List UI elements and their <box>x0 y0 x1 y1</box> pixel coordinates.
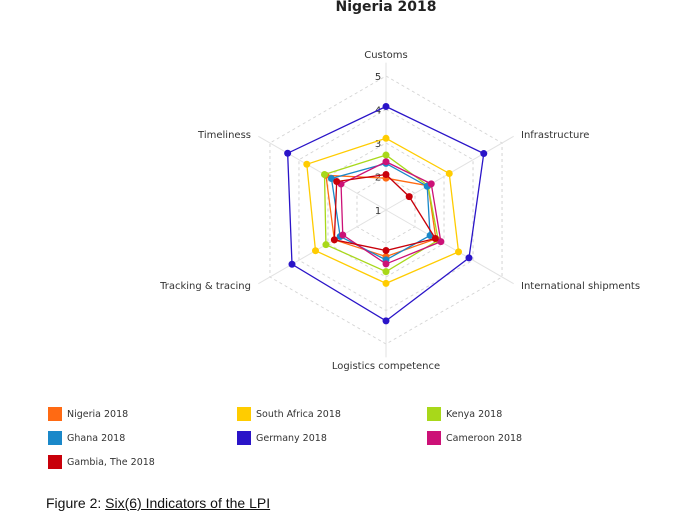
data-point[interactable] <box>382 317 390 325</box>
legend-label: South Africa 2018 <box>256 408 341 420</box>
caption-text: Six(6) Indicators of the LPI <box>105 495 271 511</box>
data-point[interactable] <box>339 231 347 239</box>
axis-label: Timeliness <box>197 130 251 141</box>
data-point[interactable] <box>382 260 390 268</box>
data-point[interactable] <box>465 254 473 262</box>
series-gambia-the-2018[interactable] <box>330 170 439 255</box>
data-point[interactable] <box>322 241 330 249</box>
legend-swatch <box>237 431 251 445</box>
data-point[interactable] <box>480 150 488 158</box>
data-point[interactable] <box>330 236 338 244</box>
data-point[interactable] <box>303 160 311 168</box>
series-cameroon-2018[interactable] <box>337 158 445 268</box>
axis-label: Logistics competence <box>332 361 440 372</box>
legend-label: Ghana 2018 <box>67 432 126 444</box>
axis-spoke <box>258 209 387 285</box>
caption-prefix: Figure 2: <box>46 495 106 511</box>
series-kenya-2018[interactable] <box>320 151 442 276</box>
legend-swatch <box>48 455 62 469</box>
data-point[interactable] <box>445 169 453 177</box>
data-point[interactable] <box>320 170 328 178</box>
legend-label: Nigeria 2018 <box>67 408 129 420</box>
legend-label: Cameroon 2018 <box>446 432 523 444</box>
axis-label: Tracking & tracing <box>159 281 251 292</box>
figure-caption: Figure 2: Six(6) Indicators of the LPI <box>46 495 270 511</box>
data-point[interactable] <box>455 248 463 256</box>
data-point[interactable] <box>405 193 413 201</box>
tick-label: 1 <box>375 206 381 217</box>
axis-spoke <box>385 209 514 285</box>
legend-swatch <box>237 407 251 421</box>
legend-item[interactable]: Nigeria 2018 <box>48 407 128 421</box>
data-point[interactable] <box>382 151 390 159</box>
legend-item[interactable]: Germany 2018 <box>237 431 327 445</box>
tick-label: 3 <box>375 139 381 150</box>
data-point[interactable] <box>382 102 390 110</box>
data-point[interactable] <box>382 268 390 276</box>
series-south-africa-2018[interactable] <box>303 134 463 287</box>
legend-swatch <box>48 407 62 421</box>
data-point[interactable] <box>382 247 390 255</box>
legend-item[interactable]: Gambia, The 2018 <box>48 455 155 469</box>
data-point[interactable] <box>288 260 296 268</box>
data-point[interactable] <box>427 180 435 188</box>
legend-item[interactable]: Ghana 2018 <box>48 431 125 445</box>
data-point[interactable] <box>382 170 390 178</box>
data-point[interactable] <box>382 158 390 166</box>
data-point[interactable] <box>382 279 390 287</box>
legend-label: Germany 2018 <box>256 432 327 444</box>
legend-swatch <box>427 407 441 421</box>
data-point[interactable] <box>284 149 292 157</box>
data-point[interactable] <box>312 247 320 255</box>
tick-label: 5 <box>375 72 381 83</box>
legend-label: Kenya 2018 <box>446 408 503 420</box>
legend-swatch <box>427 431 441 445</box>
series-germany-2018[interactable] <box>284 102 488 325</box>
data-point[interactable] <box>431 234 439 242</box>
legend-label: Gambia, The 2018 <box>67 456 155 468</box>
chart-title: Nigeria 2018 <box>335 0 436 15</box>
legend-item[interactable]: South Africa 2018 <box>237 407 341 421</box>
data-point[interactable] <box>327 175 335 183</box>
legend-swatch <box>48 431 62 445</box>
legend-item[interactable]: Kenya 2018 <box>427 407 502 421</box>
axis-label: Customs <box>364 50 408 61</box>
data-point[interactable] <box>333 178 341 186</box>
legend-item[interactable]: Cameroon 2018 <box>427 431 522 445</box>
data-point[interactable] <box>382 134 390 142</box>
axis-label: International shipments <box>521 281 640 292</box>
axis-label: Infrastructure <box>521 130 589 141</box>
data-point[interactable] <box>437 238 445 246</box>
